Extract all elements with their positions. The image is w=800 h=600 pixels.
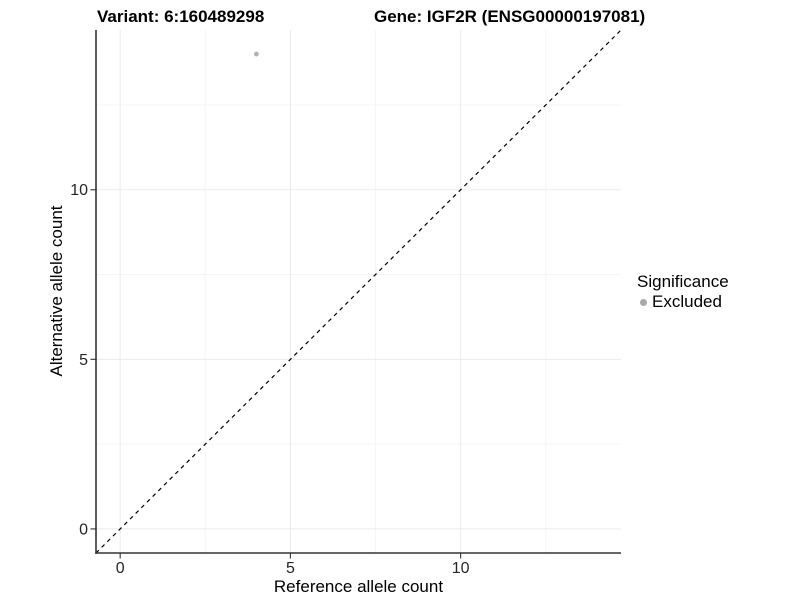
x-tick-label: 5 [286,560,295,577]
plot-title-variant: Variant: 6:160489298 [97,7,265,26]
x-tick-label: 0 [116,560,125,577]
identity-line [95,29,622,554]
excluded-marker-icon [640,298,647,306]
legend-item-label: Excluded [652,292,722,311]
plot-title-gene: Gene: IGF2R (ENSG00000197081) [374,7,646,26]
legend-item-excluded: Excluded [640,292,729,312]
legend: Significance Excluded [637,272,729,312]
y-axis-title: Alternative allele count [47,205,66,377]
y-tick-label: 10 [70,182,88,199]
legend-title: Significance [637,272,729,291]
x-tick-label: 10 [452,560,470,577]
x-axis-title: Reference allele count [273,577,444,596]
y-tick-label: 5 [79,352,88,369]
data-point [253,51,259,57]
y-tick-label: 0 [79,521,88,538]
